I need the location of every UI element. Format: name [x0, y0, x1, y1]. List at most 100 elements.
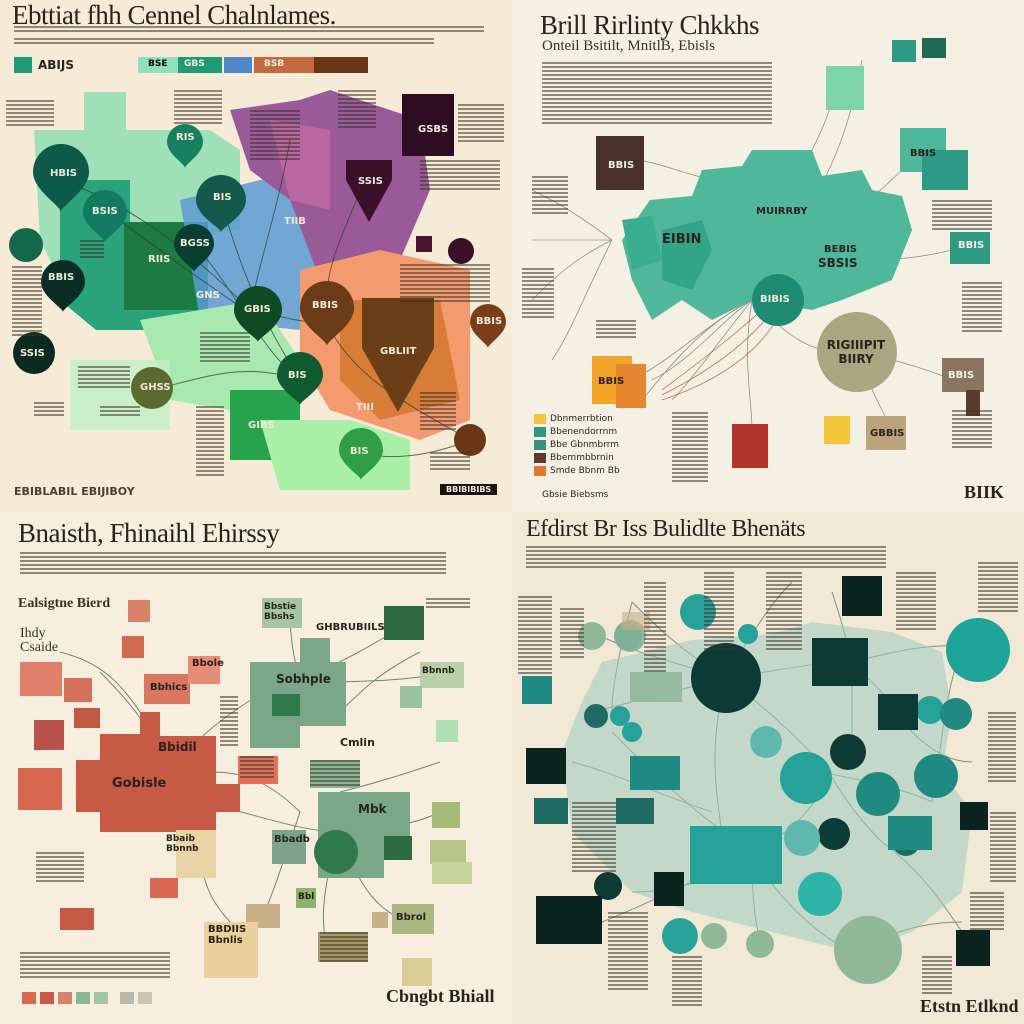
node-label: Gobisle [112, 776, 167, 791]
annotation-block [6, 100, 54, 128]
node-label: GSBS [418, 124, 449, 135]
node-label: TIII [356, 402, 374, 413]
annotation-block [80, 240, 104, 260]
node-label: BIS [350, 446, 369, 457]
node-label: GHSS [140, 382, 171, 393]
annotation-block [672, 412, 708, 482]
annotation-block [420, 160, 500, 190]
legend-swatch [534, 414, 546, 424]
annotation-block [596, 320, 636, 340]
node-label: Bbhics [150, 682, 188, 693]
panel2-legend: Dbnmerrbtion Bbenendorrnm Bbe Gbnmbrrm B… [534, 414, 634, 480]
annotation-block [426, 598, 470, 610]
node-label: Bbl [298, 892, 315, 902]
legend-label: Smde Bbnm Bb [550, 466, 620, 476]
annotation-block [200, 332, 250, 362]
annotation-block [672, 956, 702, 1006]
node-label: SSIS [358, 176, 383, 187]
annotation-block [400, 264, 490, 304]
panel4-signature: Etstn Etlknd [920, 996, 1019, 1016]
legend-label: Bbemmbbrnin [550, 453, 614, 463]
node-label: RIIS [148, 254, 171, 265]
panel3-section: Ealsigtne Bierd [18, 596, 111, 611]
legend-label: Bbenendorrnm [550, 427, 618, 437]
legend-label: Dbnmerrbtion [550, 414, 613, 424]
node-label: Bbrol [396, 912, 427, 923]
panel-benefits-network: Efdirst Br Iss Bulidlte Bhenäts Etstn Et… [512, 512, 1024, 1024]
node-label: RIGIIIPIT BIIRY [826, 338, 886, 366]
annotation-block [338, 90, 376, 130]
legend-swatch [534, 466, 546, 476]
annotation-block [240, 756, 274, 778]
annotation-block [310, 760, 360, 788]
node-label: Bbole [192, 658, 224, 669]
tab-3[interactable] [224, 57, 252, 73]
panel1-title: Ebttiat fhh Cennel Chalnlames. [12, 0, 336, 30]
panel3-description [20, 552, 446, 576]
annotation-block [644, 582, 666, 672]
legend-label: Bbe Gbnmbrrm [550, 440, 620, 450]
annotation-block [922, 956, 952, 996]
legend-swatch [14, 57, 32, 73]
annotation-block [990, 812, 1016, 882]
panel-financial-history: Bnaisth, Fhinaihl Ehirssy Ealsigtne Bier… [0, 512, 512, 1024]
legend-swatch [534, 440, 546, 450]
node-label: BIS [213, 192, 232, 203]
tab-2[interactable]: GBS [178, 57, 222, 73]
tab-5[interactable] [314, 57, 368, 73]
node-label: GNS [196, 290, 220, 301]
node-label: Bbstie Bbshs [264, 602, 297, 622]
annotation-block [36, 852, 84, 882]
node-label: BBIS [312, 300, 339, 311]
node-label: TIIB [284, 216, 306, 227]
priority-network-diagram [531, 38, 990, 468]
annotation-block [174, 90, 222, 124]
panel2-subtitle: Onteil Bsitilt, MnitlB, Ebisls [542, 38, 715, 54]
annotation-block [572, 802, 616, 872]
node-label: BBIS [598, 376, 625, 387]
channel-map-diagram [9, 90, 506, 490]
node-label: GIBS [248, 420, 275, 431]
node-label: GBLIIT [380, 346, 417, 357]
panel2-description [542, 62, 772, 124]
tab-4[interactable]: BSB [254, 57, 314, 73]
annotation-block [34, 402, 64, 418]
node-label: GBBIS [870, 428, 905, 439]
node-label: Mbk [358, 802, 387, 816]
annotation-block [766, 572, 802, 652]
annotation-block [518, 596, 552, 676]
node-label: Sobhple [276, 672, 331, 686]
node-label: SSIS [20, 348, 45, 359]
annotation-block [978, 562, 1018, 612]
annotation-block [952, 410, 992, 450]
annotation-block [220, 696, 238, 746]
tab-1[interactable]: BSE [138, 57, 178, 73]
node-label: GBIS [244, 304, 271, 315]
node-label: BBIS [48, 272, 75, 283]
annotation-block [560, 608, 584, 658]
panel3-title: Bnaisth, Fhinaihl Ehirssy [18, 518, 280, 548]
panel-channel-map: Ebttiat fhh Cennel Chalnlames. ABIJS BSE… [0, 0, 512, 512]
benefits-network-diagram [522, 576, 1010, 984]
panel3-side-label: Csaide [20, 640, 59, 655]
panel1-description-line2 [14, 38, 434, 46]
annotation-block [420, 392, 456, 432]
legend-swatch [534, 427, 546, 437]
node-label: BIS [288, 370, 307, 381]
annotation-block [970, 892, 1004, 932]
node-label: SBSIS [818, 256, 858, 270]
legend-label: ABIJS [38, 58, 75, 72]
node-label: Bbaib Bbnnb [166, 834, 199, 854]
node-label: Cmlin [340, 736, 375, 749]
panel3-side-label: Ihdy [20, 626, 46, 641]
panel1-badge: BBIBIBIBS [440, 484, 498, 495]
annotation-block [988, 712, 1016, 782]
annotation-block [532, 176, 568, 216]
node-label: RIS [176, 132, 195, 143]
panel1-footer: EBIBLABIL EBIJIBOY [14, 485, 135, 498]
panel4-description [526, 546, 886, 568]
node-label: Bbidil [158, 740, 197, 754]
node-label: MUIRRBY [756, 206, 808, 217]
panel-priority-charts: Brill Rirlinty Chkkhs Onteil Bsitilt, Mn… [512, 0, 1024, 512]
annotation-block [430, 452, 470, 472]
